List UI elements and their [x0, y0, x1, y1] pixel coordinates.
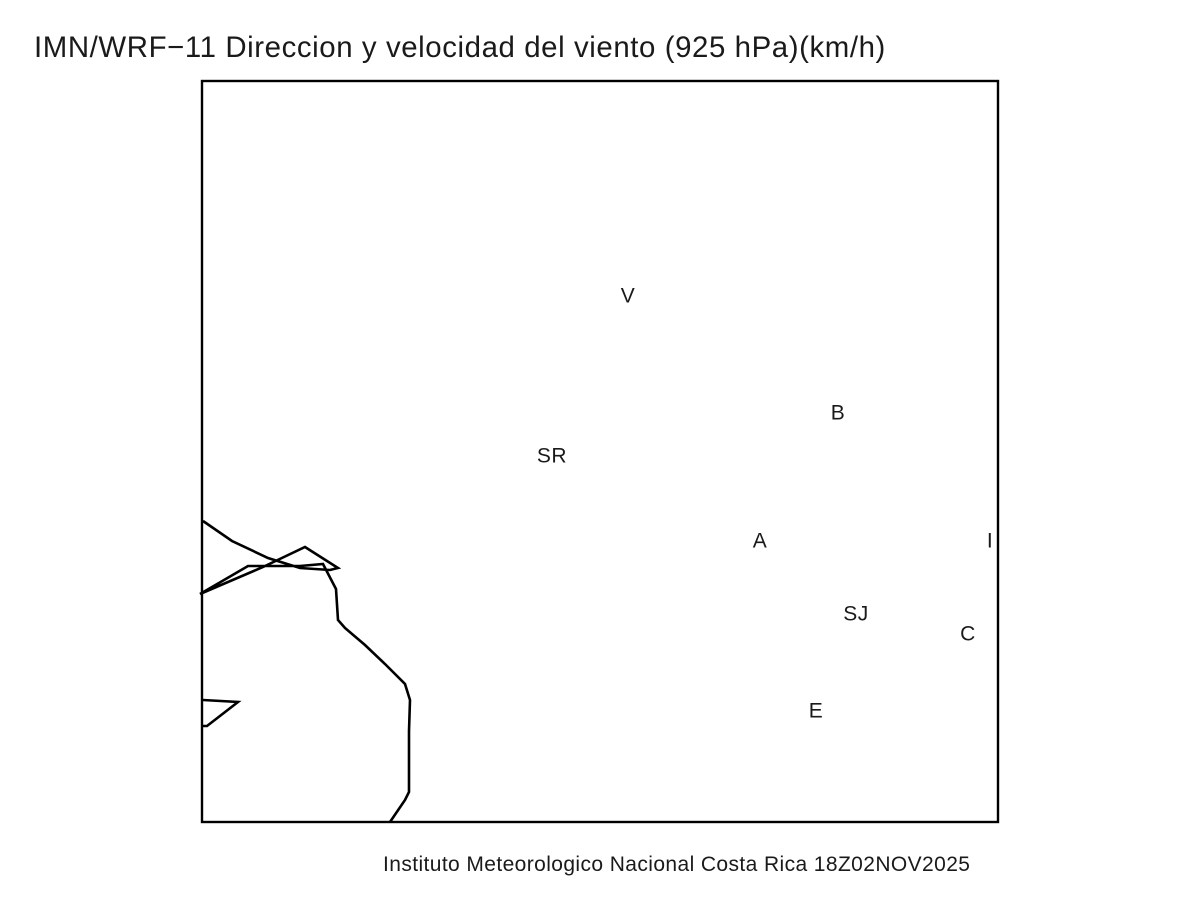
station-label-a: A: [752, 529, 768, 553]
coastline-peninsula: [202, 698, 242, 728]
station-label-v: V: [620, 284, 636, 308]
map-frame: [200, 79, 1000, 824]
station-label-sr: SR: [536, 444, 568, 468]
station-label-e: E: [808, 699, 824, 723]
station-label-i: I: [986, 529, 994, 553]
station-label-b: B: [830, 401, 846, 425]
page-footer: Instituto Meteorologico Nacional Costa R…: [383, 853, 971, 876]
station-label-sj: SJ: [843, 602, 869, 626]
coastline-main: [199, 519, 412, 823]
station-label-c: C: [960, 622, 976, 646]
page-title: IMN/WRF−11 Direccion y velocidad del vie…: [34, 31, 886, 64]
